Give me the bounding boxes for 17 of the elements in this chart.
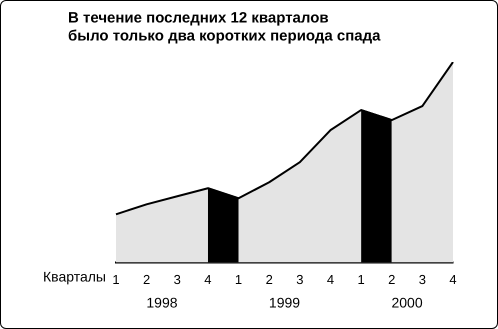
x-tick-label: 1 [357,272,365,287]
x-axis-title: Кварталы [43,268,106,284]
x-tick-label: 1 [112,272,120,287]
x-tick-label: 3 [174,272,181,287]
x-tick-label: 2 [266,272,273,287]
x-tick-label: 3 [296,272,304,287]
text: 1999 [268,294,300,310]
x-tick-label: 3 [418,272,426,287]
x-tick-label: 1 [234,272,242,287]
x-tick-label: 4 [449,272,457,287]
x-tick-label: 4 [326,272,334,287]
chart-title: В течение последних 12 кварталов было только два коротких периода спада [68,10,382,45]
text: 1998 [146,294,178,310]
x-tick-label: 2 [143,272,150,287]
x-tick-label: 2 [388,272,396,287]
text: 2000 [391,294,423,310]
x-tick-label: 4 [204,272,212,287]
